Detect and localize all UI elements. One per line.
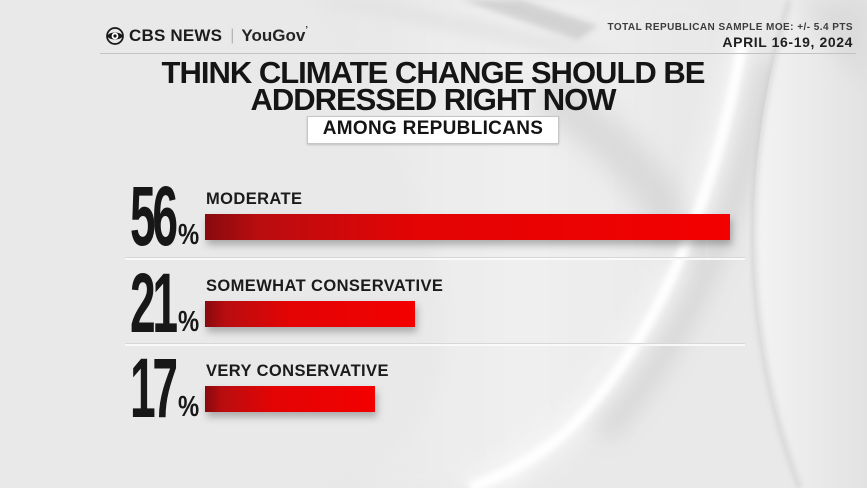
row-divider-1 xyxy=(125,257,745,260)
among-republicans-badge: AMONG REPUBLICANS xyxy=(306,116,560,144)
title-line-1: THINK CLIMATE CHANGE SHOULD BE xyxy=(161,55,706,90)
value-very-conservative: 17 % xyxy=(130,341,202,435)
value-somewhat-conservative: 21 % xyxy=(130,256,202,350)
sample-note: TOTAL REPUBLICAN SAMPLE MOE: +/- 5.4 PTS… xyxy=(607,22,853,50)
label-very-conservative: VERY CONSERVATIVE xyxy=(206,362,389,380)
header-divider-line xyxy=(100,53,856,54)
bar-very-conservative xyxy=(205,386,375,412)
label-somewhat-conservative: SOMEWHAT CONSERVATIVE xyxy=(206,277,444,295)
page-title: THINK CLIMATE CHANGE SHOULD BE ADDRESSED… xyxy=(33,55,833,117)
percent-sign: % xyxy=(178,306,200,338)
subtitle-badge-row: AMONG REPUBLICANS xyxy=(33,116,833,144)
title-line-2: ADDRESSED RIGHT NOW xyxy=(250,82,616,117)
logo-divider: | xyxy=(230,27,235,44)
brand-logo: CBS NEWS | YouGov’ xyxy=(106,26,308,46)
bar-moderate xyxy=(205,214,730,240)
row-divider-2 xyxy=(125,343,745,346)
percent-sign: % xyxy=(178,219,200,251)
moe-note-text: TOTAL REPUBLICAN SAMPLE MOE: +/- 5.4 PTS xyxy=(607,22,853,33)
value-number: 21 xyxy=(130,256,178,350)
percent-sign: % xyxy=(178,391,200,423)
bar-somewhat-conservative xyxy=(205,301,415,327)
poll-date-text: APRIL 16-19, 2024 xyxy=(722,34,853,50)
yougov-wordmark: YouGov’ xyxy=(241,25,309,46)
yougov-tick-mark: ’ xyxy=(305,25,309,36)
cbs-eye-icon xyxy=(106,27,124,45)
label-moderate: MODERATE xyxy=(206,190,303,208)
value-number: 17 xyxy=(130,341,178,435)
value-number: 56 xyxy=(130,169,178,263)
cbs-news-wordmark: CBS NEWS xyxy=(129,26,223,45)
value-moderate: 56 % xyxy=(130,169,202,263)
